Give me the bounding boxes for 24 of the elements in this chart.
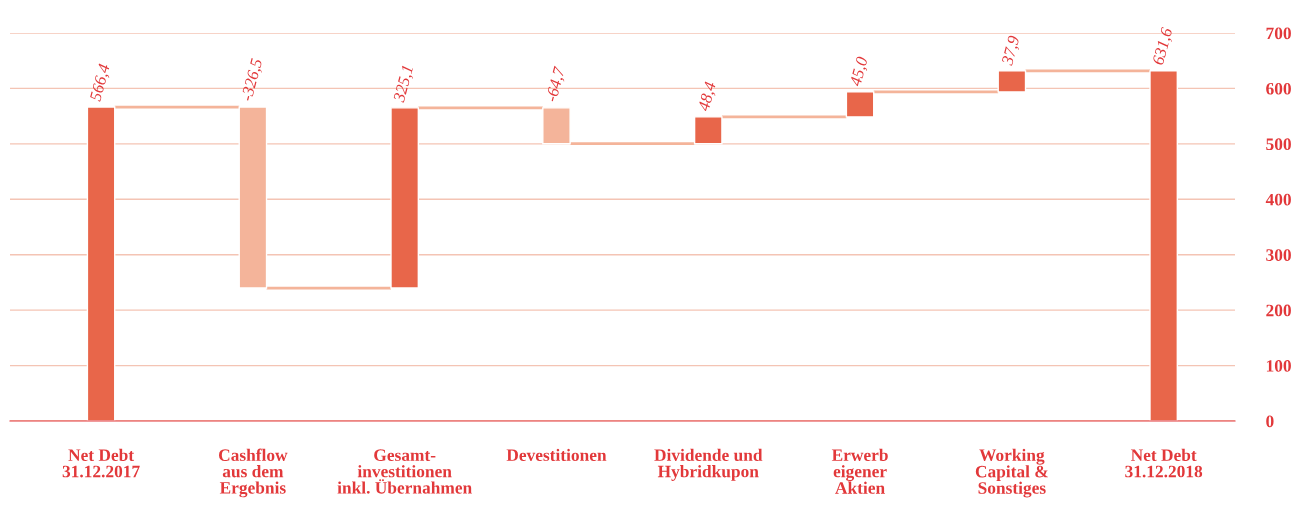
y-tick-label: 0 (1266, 415, 1274, 428)
x-tick-label: Net Debt 31.12.2018 (1125, 448, 1203, 478)
y-tick-label: 300 (1266, 249, 1291, 261)
x-tick-label: Working Capital & Sonstiges (975, 448, 1048, 498)
x-tick-label: Dividende und Hybridkupon (654, 448, 763, 481)
data-label: -326,5 (240, 58, 265, 103)
data-label: 325,1 (393, 65, 416, 104)
y-tick-label: 200 (1266, 304, 1291, 317)
y-tick-label: 700 (1266, 27, 1291, 40)
data-label: 37,9 (1001, 35, 1022, 67)
x-tick-label: Cashflow aus dem Ergebnis (219, 448, 288, 498)
x-tick-label: Net Debt 31.12.2017 (62, 448, 140, 478)
data-label: 631,6 (1152, 26, 1175, 66)
y-tick-label: 400 (1265, 193, 1291, 206)
data-label: 566,4 (89, 63, 113, 103)
x-tick-label: Gesamt- investitionen inkl. Übernahmen (337, 449, 472, 494)
y-tick-label: 100 (1266, 360, 1291, 372)
data-label: -64,7 (545, 65, 568, 103)
data-label: 45,0 (849, 56, 871, 88)
y-tick-label: 600 (1266, 82, 1291, 95)
x-tick-label: Erwerb eigener Aktien (831, 448, 888, 494)
y-tick-label: 500 (1266, 138, 1291, 151)
x-tick-label: Devestitionen (506, 448, 607, 461)
data-label: 48,4 (697, 81, 719, 113)
